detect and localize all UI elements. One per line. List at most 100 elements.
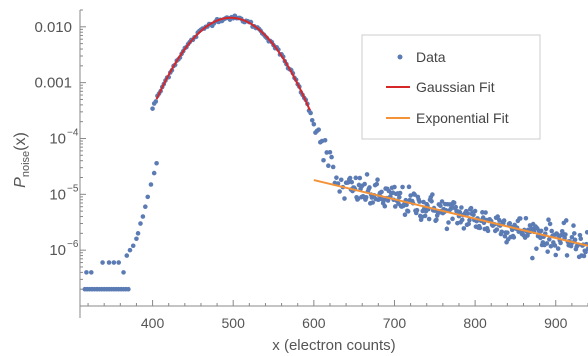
data-point: [549, 228, 555, 234]
data-point: [461, 226, 467, 231]
data-point: [438, 203, 443, 209]
data-point: [138, 221, 143, 226]
data-point: [446, 220, 451, 225]
data-point: [106, 260, 112, 265]
data-point: [417, 199, 422, 204]
data-point: [322, 137, 328, 143]
data-point: [472, 208, 478, 214]
data-point: [450, 216, 455, 222]
data-point: [84, 270, 89, 275]
data-point: [392, 204, 398, 209]
x-tick-label: 600: [302, 315, 326, 331]
legend-data-marker: [397, 54, 403, 60]
data-point: [135, 231, 141, 236]
data-point: [349, 179, 355, 185]
y-axis-label-argument: (x): [12, 132, 29, 151]
data-point: [499, 229, 505, 235]
data-point: [530, 255, 535, 261]
data-point: [151, 170, 157, 176]
data-point: [334, 175, 339, 180]
data-point: [375, 177, 380, 182]
data-point: [400, 184, 405, 190]
data-point: [471, 212, 476, 218]
y-tick-label: 0.001: [34, 75, 72, 92]
data-point: [451, 200, 457, 206]
data-point: [502, 233, 508, 239]
data-point: [140, 214, 146, 219]
x-tick-label: 900: [544, 315, 568, 331]
data-point: [548, 243, 554, 249]
data-point: [466, 221, 471, 227]
axis-labels: 400 500 600 700 800 9000.0100.00110−410−510−6…: [12, 19, 568, 354]
data-point: [367, 185, 372, 190]
data-point: [545, 249, 550, 254]
data-point: [568, 243, 574, 249]
y-tick-exponent: −6: [67, 239, 79, 250]
data-point: [546, 217, 551, 223]
data-point: [571, 231, 577, 236]
data-point: [569, 234, 575, 240]
gaussian-fit-line: [155, 16, 311, 111]
data-point: [363, 194, 369, 200]
data-point: [353, 175, 359, 181]
data-point: [584, 229, 588, 235]
data-point: [495, 214, 500, 219]
data-point: [553, 252, 559, 258]
data-point: [453, 204, 459, 210]
data-point: [374, 181, 380, 187]
data-point: [145, 194, 151, 200]
data-point: [412, 192, 417, 197]
legend-label-exponential: Exponential Fit: [416, 110, 509, 126]
data-point: [523, 215, 529, 221]
data-point: [555, 246, 561, 251]
data-point: [578, 236, 584, 242]
data-point: [517, 216, 523, 221]
legend-label-data: Data: [416, 49, 446, 65]
data-point: [121, 270, 126, 275]
y-tick-label: 10: [49, 130, 66, 147]
y-axis-label-symbol: P: [12, 177, 29, 188]
data-point: [404, 202, 409, 208]
data-point: [439, 199, 445, 204]
data-point: [558, 240, 563, 246]
data-point: [477, 225, 483, 231]
data-point: [392, 184, 397, 190]
data-point: [583, 249, 588, 255]
data-point: [364, 172, 370, 177]
data-point: [497, 217, 502, 223]
x-tick-label: 700: [383, 315, 407, 331]
data-point: [414, 207, 420, 213]
data-point: [494, 227, 500, 232]
data-point: [326, 163, 331, 168]
data-point: [483, 210, 488, 215]
data-point: [329, 154, 334, 160]
data-point: [459, 205, 464, 210]
data-point: [116, 260, 121, 265]
data-point: [316, 127, 321, 132]
data-point: [571, 223, 576, 228]
legend: Data Gaussian Fit Exponential Fit: [361, 34, 541, 140]
data-point: [126, 286, 131, 292]
x-tick-label: 800: [463, 315, 487, 331]
data-point: [480, 215, 486, 220]
data-point: [485, 228, 491, 234]
data-point: [130, 243, 136, 249]
data-point: [429, 199, 434, 204]
data-point: [467, 217, 472, 223]
data-point: [465, 211, 471, 216]
y-tick-label: 10: [49, 186, 66, 203]
data-point: [402, 212, 408, 217]
x-tick-label: 400: [141, 315, 165, 331]
data-point: [338, 177, 344, 183]
data-point: [430, 192, 435, 197]
data-point: [468, 205, 474, 211]
legend-label-gaussian: Gaussian Fit: [416, 79, 495, 95]
data-point: [362, 181, 367, 187]
data-point: [547, 237, 552, 242]
data-point: [507, 221, 513, 226]
data-point: [563, 232, 568, 237]
data-point: [577, 232, 583, 238]
data-point: [150, 106, 155, 111]
data-point: [434, 217, 439, 223]
